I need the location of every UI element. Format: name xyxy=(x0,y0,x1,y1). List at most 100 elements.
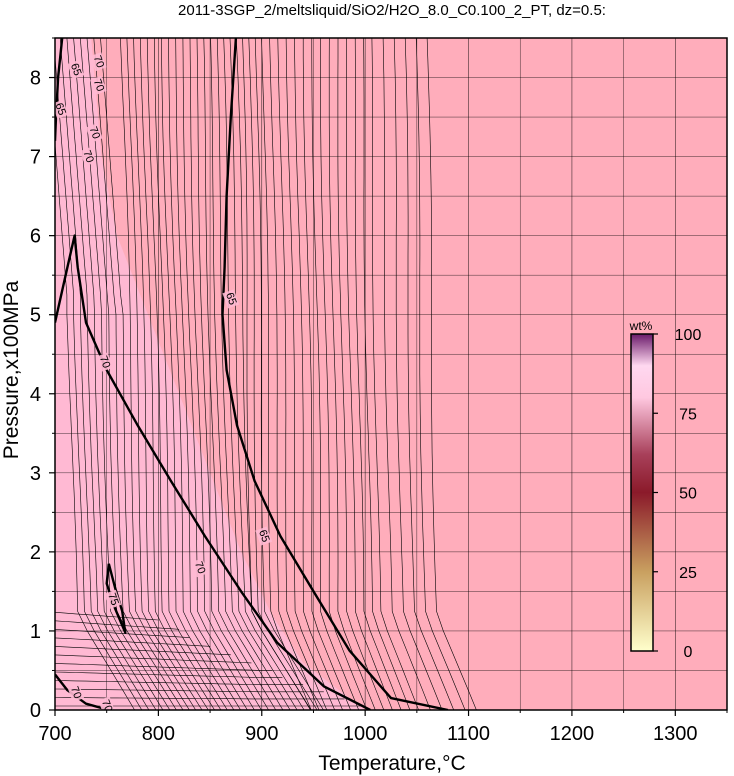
colorbar-gradient xyxy=(630,333,654,652)
y-tick-label: 6 xyxy=(30,226,41,248)
contour-label: 65 xyxy=(255,526,273,546)
contour-label: 70 xyxy=(191,558,209,578)
contour-label: 70 xyxy=(98,696,116,714)
contour-label: 65 xyxy=(222,289,240,309)
contour-label-text: 70 xyxy=(99,698,114,714)
y-tick-label: 0 xyxy=(30,700,41,722)
thin-contour-line xyxy=(175,38,248,710)
contour-label-text: 70 xyxy=(91,78,106,94)
y-tick-label: 1 xyxy=(30,621,41,643)
thin-contour-line xyxy=(311,38,359,710)
thin-contour-line xyxy=(55,671,283,678)
contour-label: 65 xyxy=(67,60,85,80)
thin-contour-line xyxy=(55,688,324,693)
y-tick-label: 3 xyxy=(30,463,41,485)
contour-label: 70 xyxy=(67,683,85,703)
bold-contour-70 xyxy=(55,234,371,710)
y-axis: 0 1 2 3 4 5 6 7 8 xyxy=(30,37,55,722)
thin-contour-line xyxy=(223,38,298,710)
contour-label-text: 65 xyxy=(52,101,67,117)
y-tick-label: 5 xyxy=(30,305,41,327)
thin-contour-line xyxy=(154,38,228,710)
thin-contour-line xyxy=(55,637,211,647)
colorbar-tick-label: 75 xyxy=(679,406,697,423)
contour-label: 70 xyxy=(85,123,103,143)
y-tick-label: 2 xyxy=(30,542,41,564)
contour-label: 70 xyxy=(96,352,113,372)
thin-contour-line xyxy=(196,38,269,710)
contour-label-text: 65 xyxy=(68,62,83,78)
contour-label-text: 75 xyxy=(105,591,120,607)
y-tick-label: 7 xyxy=(30,147,41,169)
thin-contour-line xyxy=(371,38,419,710)
chart-title: 2011-3SGP_2/meltsliquid/SiO2/H2O_8.0_C0.… xyxy=(178,2,606,19)
x-axis-label: Temperature,°C xyxy=(318,752,465,775)
thin-contour-line xyxy=(269,38,320,710)
thin-contour-line xyxy=(346,38,393,710)
contour-label-text: 70 xyxy=(192,560,207,576)
x-tick-label: 1200 xyxy=(550,723,595,745)
thin-contour-line xyxy=(302,38,351,710)
thin-contour-line xyxy=(415,38,466,710)
thin-contour-line xyxy=(337,38,385,710)
colorbar: wt% 0 25 50 75 100 xyxy=(629,319,702,661)
thin-contour-line xyxy=(354,38,402,710)
contour-label: 70 xyxy=(90,52,107,72)
thin-contour-line xyxy=(126,38,203,710)
colorbar-tick-label: 100 xyxy=(675,327,702,344)
contour-label: 75 xyxy=(104,589,122,609)
thin-contour-line xyxy=(100,38,190,710)
x-axis: 700 800 900 1000 1100 1200 1300 xyxy=(38,710,728,745)
thin-contour-line xyxy=(363,38,411,710)
contour-label-text: 70 xyxy=(91,54,106,70)
thin-contour-line xyxy=(285,38,335,710)
thin-contour-line xyxy=(133,38,209,710)
colorbar-ticks: 0 25 50 75 100 xyxy=(653,327,701,661)
thin-contour-line xyxy=(189,38,262,710)
thin-contour-line xyxy=(140,38,215,710)
thin-contour-line xyxy=(59,38,150,710)
x-tick-label: 1300 xyxy=(653,723,698,745)
x-tick-label: 900 xyxy=(245,723,278,745)
grid-lines xyxy=(55,38,727,710)
thin-contour-line xyxy=(168,38,241,710)
thin-contour-line xyxy=(254,38,324,710)
x-tick-label: 700 xyxy=(38,723,71,745)
contour-label-text: 70 xyxy=(80,149,95,165)
thin-contour-line xyxy=(404,38,454,710)
thin-contour-line xyxy=(182,38,255,710)
thin-contour-line xyxy=(55,646,231,656)
plot-area: 65 65 70 70 70 70 65 70 65 70 75 70 70 xyxy=(52,38,727,714)
thin-contour-line xyxy=(93,38,184,710)
contour-label: 70 xyxy=(90,75,107,95)
colorbar-title: wt% xyxy=(629,319,653,333)
thin-contour-line xyxy=(294,38,343,710)
thin-contour-line xyxy=(393,38,443,710)
thin-contour-line xyxy=(55,54,143,710)
light-region xyxy=(55,38,366,710)
contour-label-text: 65 xyxy=(256,528,271,544)
contour-label-text: 65 xyxy=(223,291,238,307)
thin-contour-line xyxy=(216,38,291,710)
thin-contour-line xyxy=(55,697,345,700)
thin-contour-line xyxy=(210,38,284,710)
thin-contour-line xyxy=(66,38,157,710)
thin-contour-line xyxy=(55,654,252,664)
x-tick-label: 1100 xyxy=(447,723,490,745)
contour-label-text: 70 xyxy=(68,685,83,701)
thin-contour-line xyxy=(426,38,477,710)
thin-contour-line xyxy=(320,38,368,710)
y-axis-label: Pressure,x100MPa xyxy=(0,280,23,459)
y-tick-label: 4 xyxy=(30,384,41,406)
thin-contour-line xyxy=(55,663,273,671)
thin-contour-line xyxy=(161,38,235,710)
thin-contour-line xyxy=(236,38,312,710)
bold-contour-65 xyxy=(221,38,449,710)
colorbar-tick-label: 50 xyxy=(679,486,697,503)
x-tick-label: 1000 xyxy=(343,723,388,745)
y-tick-label: 8 xyxy=(30,68,41,90)
contour-labels: 65 65 70 70 70 70 65 70 65 70 75 70 70 xyxy=(52,52,273,714)
thin-contour-line xyxy=(242,38,311,710)
thin-contour-line xyxy=(328,38,376,710)
